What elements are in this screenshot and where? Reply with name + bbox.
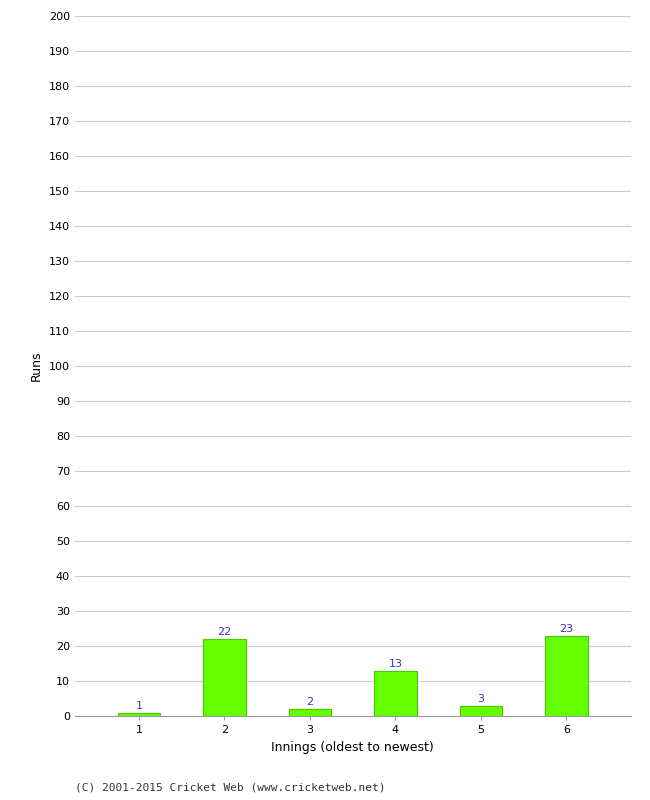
Text: (C) 2001-2015 Cricket Web (www.cricketweb.net): (C) 2001-2015 Cricket Web (www.cricketwe… (75, 782, 385, 792)
Text: 3: 3 (477, 694, 484, 704)
Bar (289, 709, 332, 716)
Text: 2: 2 (306, 698, 313, 707)
Bar (118, 713, 161, 716)
Bar (203, 639, 246, 716)
Text: 23: 23 (559, 624, 573, 634)
Y-axis label: Runs: Runs (30, 350, 43, 382)
Bar (460, 706, 502, 716)
Bar (374, 670, 417, 716)
Text: 22: 22 (217, 627, 231, 638)
Text: 1: 1 (135, 701, 142, 710)
Bar (545, 635, 588, 716)
Text: 13: 13 (389, 658, 402, 669)
X-axis label: Innings (oldest to newest): Innings (oldest to newest) (271, 741, 434, 754)
